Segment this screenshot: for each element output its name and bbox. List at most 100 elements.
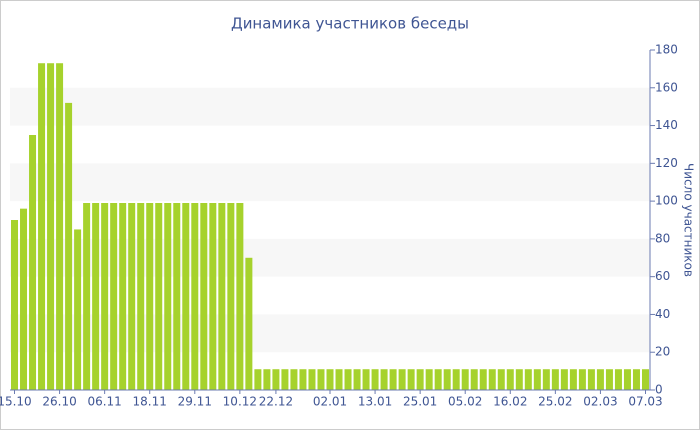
bar xyxy=(317,369,325,390)
y-tick-label: 140 xyxy=(655,118,678,132)
bar xyxy=(605,369,613,390)
bar xyxy=(290,369,298,390)
bar xyxy=(56,63,64,390)
bar xyxy=(641,369,649,390)
bar xyxy=(425,369,433,390)
x-tick-label: 29.11 xyxy=(178,395,212,409)
x-tick-label: 13.01 xyxy=(358,395,392,409)
bar xyxy=(110,203,118,390)
bar xyxy=(173,203,181,390)
bar xyxy=(254,369,262,390)
bar xyxy=(146,203,154,390)
y-tick-label: 100 xyxy=(655,194,678,208)
bar xyxy=(632,369,640,390)
bar xyxy=(587,369,595,390)
x-tick-label: 05.02 xyxy=(448,395,482,409)
bar xyxy=(191,203,199,390)
bar xyxy=(236,203,244,390)
bar xyxy=(470,369,478,390)
bar xyxy=(380,369,388,390)
bar xyxy=(65,102,73,390)
y-axis-label: Число участников xyxy=(682,163,696,277)
bar xyxy=(227,203,235,390)
bar xyxy=(506,369,514,390)
x-tick-label: 25.01 xyxy=(403,395,437,409)
bar xyxy=(398,369,406,390)
y-tick-label: 160 xyxy=(655,80,678,94)
bar xyxy=(434,369,442,390)
y-tick-label: 20 xyxy=(655,345,670,359)
bar xyxy=(407,369,415,390)
bar xyxy=(623,369,631,390)
bar xyxy=(20,208,28,390)
x-tick-label: 18.11 xyxy=(133,395,167,409)
bar xyxy=(326,369,334,390)
x-tick-label: 15.10 xyxy=(0,395,32,409)
bar xyxy=(263,369,271,390)
bar xyxy=(119,203,127,390)
bar xyxy=(497,369,505,390)
bar xyxy=(83,203,91,390)
bar xyxy=(362,369,370,390)
y-tick-label: 60 xyxy=(655,269,670,283)
bar xyxy=(11,220,19,390)
bar xyxy=(209,203,217,390)
bar xyxy=(479,369,487,390)
bar xyxy=(488,369,496,390)
bar xyxy=(47,63,55,390)
bar xyxy=(578,369,586,390)
x-tick-label: 26.10 xyxy=(42,395,76,409)
bar xyxy=(200,203,208,390)
bar xyxy=(614,369,622,390)
bar xyxy=(281,369,289,390)
bar xyxy=(74,229,82,390)
x-tick-label: 10.12 xyxy=(223,395,257,409)
x-tick-label: 02.01 xyxy=(313,395,347,409)
bar xyxy=(353,369,361,390)
bar xyxy=(335,369,343,390)
bar xyxy=(443,369,451,390)
bar xyxy=(551,369,559,390)
bar xyxy=(92,203,100,390)
bar xyxy=(560,369,568,390)
bar xyxy=(371,369,379,390)
bar xyxy=(461,369,469,390)
bar xyxy=(515,369,523,390)
bar xyxy=(452,369,460,390)
grid-band xyxy=(10,163,650,202)
x-tick-label: 06.11 xyxy=(87,395,121,409)
bar xyxy=(272,369,280,390)
chart-title: Динамика участников беседы xyxy=(231,15,469,33)
x-tick-label: 02.03 xyxy=(583,395,617,409)
bar xyxy=(128,203,136,390)
x-tick-label: 25.02 xyxy=(538,395,572,409)
x-tick-label: 07.03 xyxy=(628,395,662,409)
bar xyxy=(524,369,532,390)
bar xyxy=(569,369,577,390)
bar xyxy=(38,63,46,390)
bar xyxy=(29,135,37,390)
bar xyxy=(596,369,604,390)
grid-band xyxy=(10,87,650,126)
y-tick-label: 180 xyxy=(655,43,678,57)
bar xyxy=(218,203,226,390)
bar xyxy=(533,369,541,390)
bar xyxy=(137,203,145,390)
bar xyxy=(344,369,352,390)
y-tick-label: 80 xyxy=(655,231,670,245)
x-tick-label: 16.02 xyxy=(493,395,527,409)
bar xyxy=(308,369,316,390)
bar xyxy=(101,203,109,390)
y-tick-label: 120 xyxy=(655,156,678,170)
bar xyxy=(245,257,253,390)
bar xyxy=(299,369,307,390)
bar xyxy=(182,203,190,390)
x-tick-label: 22.12 xyxy=(259,395,293,409)
bar xyxy=(542,369,550,390)
y-tick-label: 40 xyxy=(655,307,670,321)
bar xyxy=(164,203,172,390)
bar xyxy=(416,369,424,390)
y-tick-label: 0 xyxy=(655,383,663,397)
bar xyxy=(155,203,163,390)
